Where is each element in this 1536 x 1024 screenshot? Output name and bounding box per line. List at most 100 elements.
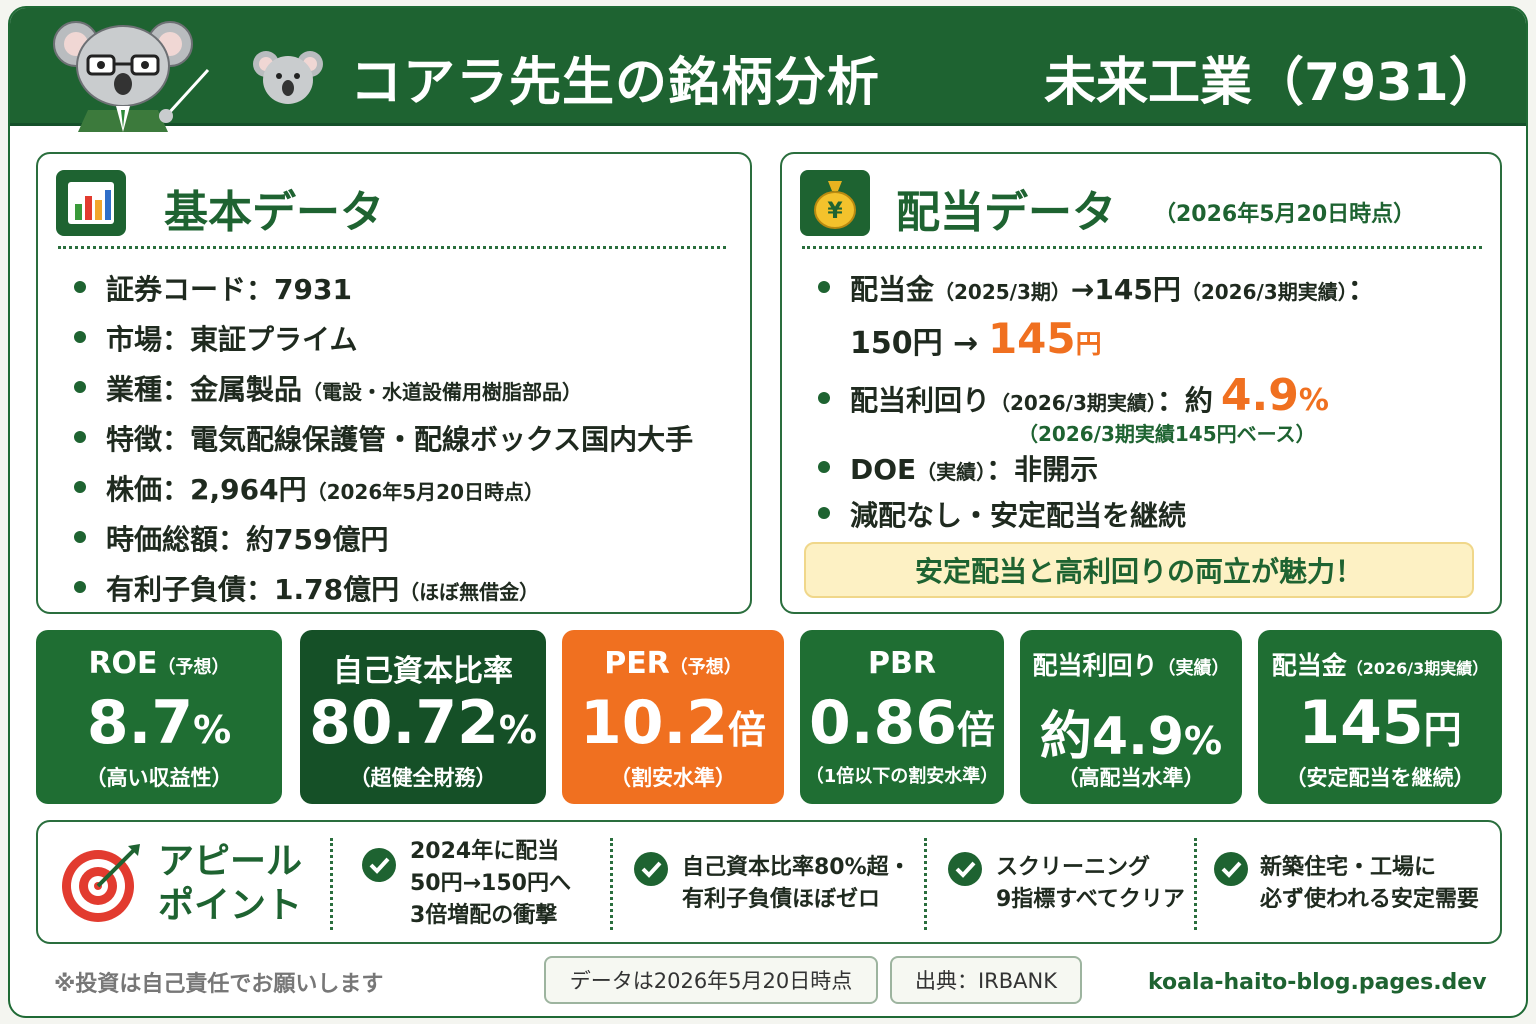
list-item: 業種：金属製品（電設・水道設備用樹脂部品）: [74, 368, 582, 408]
metric-pbr: PBR 0.86倍 （1倍以下の割安水準）: [800, 630, 1004, 804]
metric-dividend-yield: 配当利回り（実績） 約4.9% （高配当水準）: [1020, 630, 1242, 804]
appeal-title-line: ポイント: [158, 885, 303, 926]
page-title: コアラ先生の銘柄分析: [350, 53, 881, 113]
item-note: （2026/3期実績）: [1180, 280, 1348, 304]
metric-value-number: 80.72: [309, 688, 499, 758]
divider: [924, 838, 927, 930]
dividend-data-card: ¥ 配当データ （2026年5月20日時点） 配当金（2025/3期）→145円…: [780, 152, 1502, 614]
metric-unit: 倍: [728, 708, 767, 752]
item-text: 時価総額：約759億円: [106, 523, 389, 556]
item-note: （2025/3期）: [934, 280, 1071, 304]
metric-per: PER（予想） 10.2倍 （割安水準）: [562, 630, 784, 804]
appeal-line: 必ず使われる安定需要: [1260, 887, 1479, 912]
list-item: 時価総額：約759億円: [74, 518, 388, 558]
dividend-from: 150円 →: [850, 326, 979, 361]
check-icon: [1214, 852, 1248, 886]
item-text: ：: [1347, 273, 1376, 306]
item-label: 配当金: [850, 273, 935, 306]
bullet: [74, 481, 86, 493]
metric-label-note: （実績）: [1157, 658, 1230, 679]
metric-label-text: 配当利回り: [1032, 651, 1158, 680]
metric-value: 80.72%: [300, 688, 546, 758]
metric-note: （高配当水準）: [1057, 766, 1205, 790]
check-icon: [362, 848, 396, 882]
metric-unit: %: [1184, 719, 1223, 763]
divider: [610, 838, 613, 930]
divider: [1194, 838, 1197, 930]
metric-value: 8.7%: [36, 688, 282, 758]
appeal-point: 新築住宅・工場に必ず使われる安定需要: [1260, 852, 1479, 916]
appeal-line: 50円→150円へ: [410, 871, 571, 896]
metric-label-text: 自己資本比率: [333, 654, 513, 689]
metric-label: 配当金（2026/3期実績）: [1258, 646, 1502, 682]
check-icon: [634, 852, 668, 886]
target-icon: [62, 844, 140, 922]
dividend-data-title: 配当データ: [896, 187, 1116, 238]
item-text: 証券コード：7931: [106, 273, 352, 306]
metric-label: PER（予想）: [562, 646, 784, 681]
metric-unit: 円: [1423, 708, 1462, 752]
basic-data-card: 基本データ 証券コード：7931 市場：東証プライム 業種：金属製品（電設・水道…: [36, 152, 752, 614]
list-item: 株価：2,964円（2026年5月20日時点）: [74, 468, 544, 508]
bullet: [74, 581, 86, 593]
list-item-dividend-yield: 配当利回り（2026/3期実績）：約 4.9%: [818, 370, 1329, 421]
metric-label-note: （予想）: [157, 657, 230, 678]
yield-unit: %: [1298, 383, 1329, 418]
bullet: [74, 331, 86, 343]
metric-label-text: PBR: [868, 646, 936, 681]
item-note: （電設・水道設備用樹脂部品）: [302, 380, 583, 404]
metric-dividend: 配当金（2026/3期実績） 145円 （安定配当を継続）: [1258, 630, 1502, 804]
item-text: 株価：2,964円: [106, 473, 307, 506]
site-url[interactable]: koala-haito-blog.pages.dev: [1148, 970, 1487, 995]
disclaimer: ※投資は自己責任でお願いします: [54, 972, 384, 997]
metric-label-text: PER: [604, 646, 670, 681]
koala-teacher-icon: [53, 21, 210, 132]
metric-value-number: 約4.9: [1039, 707, 1185, 767]
appeal-line: 自己資本比率80%超・: [682, 855, 911, 880]
metric-note: （安定配当を継続）: [1285, 766, 1475, 790]
list-item: 市場：東証プライム: [74, 318, 357, 358]
metric-unit: 倍: [957, 708, 996, 752]
list-item: 特徴：電気配線保護管・配線ボックス国内大手: [74, 418, 693, 458]
item-text: ：非開示: [986, 453, 1099, 486]
item-label: 配当利回り: [850, 384, 991, 417]
bullet: [818, 507, 830, 519]
metric-label: ROE（予想）: [36, 646, 282, 681]
check-icon: [948, 852, 982, 886]
appeal-line: 2024年に配当: [410, 839, 560, 864]
metric-value: 0.86倍: [800, 688, 1004, 758]
koala-face-icon: [253, 51, 323, 104]
item-text: ：約: [1156, 384, 1213, 417]
appeal-title-line: アピール: [158, 841, 303, 882]
metric-label: PBR: [800, 646, 1004, 681]
item-note: （実績）: [916, 460, 987, 484]
bullet: [74, 281, 86, 293]
metric-equity-ratio: 自己資本比率 80.72% （超健全財務）: [300, 630, 546, 804]
metric-value-number: 10.2: [579, 688, 729, 758]
appeal-line: 新築住宅・工場に: [1260, 855, 1437, 880]
metric-value-number: 145: [1298, 688, 1424, 758]
appeal-point: 2024年に配当 50円→150円へ 3倍増配の衝撃: [410, 836, 571, 932]
metric-value-number: 0.86: [808, 688, 958, 758]
list-item: 有利子負債：1.78億円（ほぼ無借金）: [74, 568, 539, 608]
metric-note: （超健全財務）: [349, 766, 497, 790]
bullet: [818, 392, 830, 404]
appeal-title: アピール ポイント: [158, 840, 302, 928]
appeal-line: スクリーニング: [996, 855, 1151, 880]
item-text: 業種：金属製品: [106, 373, 303, 406]
svg-text:¥: ¥: [827, 199, 843, 224]
company-name: 未来工業（7931）: [1044, 53, 1501, 113]
metric-note: （高い収益性）: [85, 766, 233, 790]
source-badge: 出典：IRBANK: [890, 956, 1082, 1004]
metric-label-text: 配当金: [1271, 651, 1347, 680]
metric-note: （1倍以下の割安水準）: [805, 766, 999, 787]
divider: [802, 246, 1482, 249]
list-item-dividend-amount: 配当金（2025/3期）→145円（2026/3期実績）：: [818, 268, 1376, 308]
metric-value-number: 8.7: [86, 688, 194, 758]
bullet: [74, 381, 86, 393]
item-note: （2026年5月20日時点）: [306, 480, 544, 504]
appeal-point: スクリーニング 9指標すべてクリア: [996, 852, 1185, 916]
dividend-to: 145: [987, 314, 1076, 363]
appeal-points: アピール ポイント 2024年に配当 50円→150円へ 3倍増配の衝撃 自己資本比率…: [36, 820, 1502, 944]
dividend-change: 150円 → 145円: [850, 314, 1102, 363]
